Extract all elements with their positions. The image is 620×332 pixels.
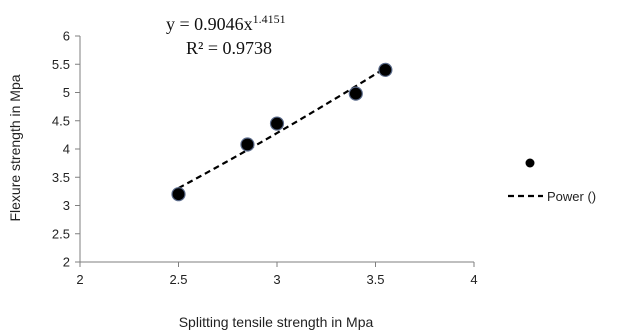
data-point [240, 137, 255, 152]
y-ticks: 2 2.5 3 3.5 4 4.5 5 5.5 6 [52, 29, 80, 270]
trend-equation-exponent: 1.4151 [253, 12, 286, 26]
y-axis-title: Flexure strength in Mpa [7, 74, 23, 221]
data-point [348, 86, 363, 101]
y-tick-label: 3.5 [52, 170, 70, 185]
trend-equation-base: y = 0.9046x [166, 14, 253, 34]
y-tick-label: 5.5 [52, 57, 70, 72]
x-tick-label: 2.5 [169, 272, 187, 287]
x-ticks: 2 2.5 3 3.5 4 [76, 262, 478, 287]
x-tick-label: 3 [273, 272, 280, 287]
data-point [269, 116, 285, 131]
plot-area: 2 2.5 3 3.5 4 2 2.5 3 3.5 4 4.5 5 5.5 6 [52, 29, 478, 288]
y-tick-label: 6 [63, 29, 70, 44]
legend-trendline-label: Power () [547, 189, 596, 204]
x-tick-label: 3.5 [366, 272, 384, 287]
trend-r-squared: R² = 0.9738 [186, 38, 272, 58]
trend-equation: y = 0.9046x1.4151 [166, 12, 286, 34]
legend-series-marker [525, 158, 535, 168]
legend: Power () [508, 158, 596, 204]
data-point [378, 62, 393, 78]
y-tick-label: 2.5 [52, 226, 70, 241]
data-point [171, 187, 186, 202]
y-tick-label: 2 [63, 255, 70, 270]
y-tick-label: 5 [63, 85, 70, 100]
x-tick-label: 2 [76, 272, 83, 287]
x-axis-title: Splitting tensile strength in Mpa [179, 314, 374, 330]
x-tick-label: 4 [470, 272, 477, 287]
data-points [171, 62, 393, 202]
y-tick-label: 3 [63, 198, 70, 213]
y-tick-label: 4 [63, 142, 70, 157]
y-tick-label: 4.5 [52, 113, 70, 128]
